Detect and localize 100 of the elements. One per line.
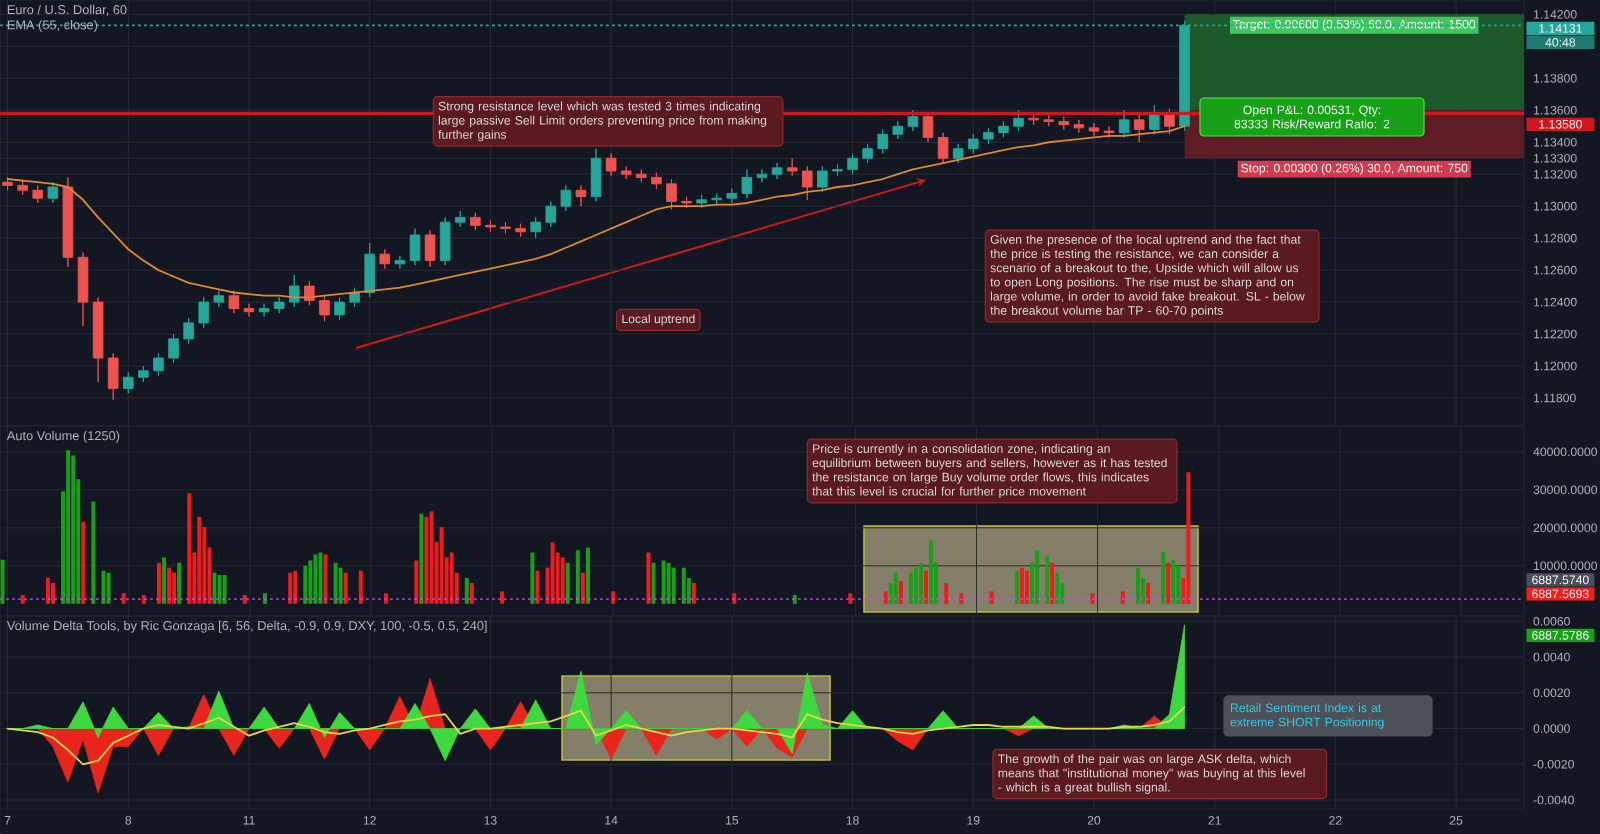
candlestick	[273, 296, 285, 314]
candlestick	[877, 129, 888, 154]
candlestick	[741, 168, 753, 199]
bar	[580, 572, 585, 604]
candlestick	[847, 152, 858, 175]
candlestick	[138, 365, 149, 383]
candlestick	[726, 188, 738, 204]
bar	[1176, 565, 1181, 604]
bar	[414, 560, 419, 604]
bar	[156, 562, 161, 604]
candlestick	[92, 296, 104, 383]
candlestick	[454, 210, 466, 228]
bar	[575, 550, 580, 604]
candlestick	[424, 229, 436, 268]
bar	[187, 493, 192, 604]
candlestick	[786, 157, 798, 177]
bar	[318, 552, 323, 604]
bar	[944, 582, 949, 604]
bar	[585, 547, 590, 604]
bar	[91, 501, 96, 604]
candlestick	[892, 121, 904, 140]
candlestick	[1133, 114, 1145, 143]
bar	[81, 521, 86, 604]
candlestick	[998, 121, 1009, 138]
bar	[691, 582, 696, 604]
bar	[469, 582, 474, 604]
candlestick	[1058, 116, 1070, 130]
bar	[222, 574, 227, 604]
bar	[1019, 567, 1024, 604]
bar	[1050, 562, 1055, 604]
candlestick	[394, 255, 406, 269]
candlestick	[62, 176, 74, 268]
bar	[303, 565, 308, 604]
candlestick	[605, 152, 617, 177]
bar	[913, 567, 918, 604]
candlestick	[530, 216, 541, 239]
candlestick	[123, 371, 134, 394]
bar	[661, 560, 666, 604]
bar	[288, 572, 293, 604]
candlestick	[832, 164, 843, 177]
candlestick	[379, 248, 391, 269]
candlestick	[32, 184, 44, 204]
candlestick	[666, 178, 677, 210]
candlestick	[1028, 113, 1039, 126]
candlestick	[952, 143, 964, 164]
candlestick	[983, 127, 994, 145]
bar	[242, 595, 247, 604]
candlestick	[817, 165, 828, 193]
bar	[908, 572, 913, 604]
bar	[217, 574, 222, 604]
bar	[106, 572, 111, 604]
candlestick	[515, 223, 526, 238]
bar	[45, 577, 50, 604]
bar	[66, 450, 71, 604]
bar	[464, 577, 469, 604]
bar	[51, 582, 56, 604]
candlestick	[802, 165, 813, 201]
bar	[71, 455, 76, 604]
candlestick	[1164, 108, 1175, 135]
candlestick	[1073, 119, 1085, 134]
candlestick	[575, 184, 587, 207]
candlestick	[2, 176, 13, 191]
bar	[212, 572, 217, 604]
candlestick	[771, 162, 783, 180]
candlestick	[485, 220, 496, 233]
bar	[646, 552, 651, 604]
bar	[197, 516, 202, 604]
bar	[1035, 550, 1040, 604]
bar	[550, 542, 555, 604]
bar	[343, 572, 348, 604]
candlestick	[696, 194, 707, 209]
bar	[1146, 582, 1151, 604]
candlestick	[590, 148, 602, 202]
candlestick	[1118, 109, 1130, 138]
candlestick	[319, 295, 330, 322]
bar	[560, 557, 565, 604]
bar	[1171, 559, 1176, 604]
bar	[666, 562, 671, 604]
bar	[308, 560, 313, 604]
bar	[565, 562, 570, 604]
candlestick	[620, 165, 632, 180]
bar	[313, 554, 318, 604]
bar	[0, 559, 5, 604]
bar	[162, 557, 167, 604]
bar	[358, 570, 363, 604]
candlestick	[1043, 114, 1054, 127]
bar	[1014, 570, 1019, 604]
candlestick	[636, 168, 647, 183]
candlestick	[470, 212, 481, 231]
bar	[141, 595, 146, 604]
bar	[651, 562, 656, 604]
bar	[323, 554, 328, 604]
bar	[1045, 555, 1050, 604]
bar	[293, 570, 298, 604]
bar	[924, 570, 929, 604]
bar	[424, 516, 429, 604]
candlestick	[907, 109, 919, 132]
bar	[1120, 591, 1125, 604]
candlestick	[439, 216, 451, 266]
bar	[1024, 570, 1029, 604]
